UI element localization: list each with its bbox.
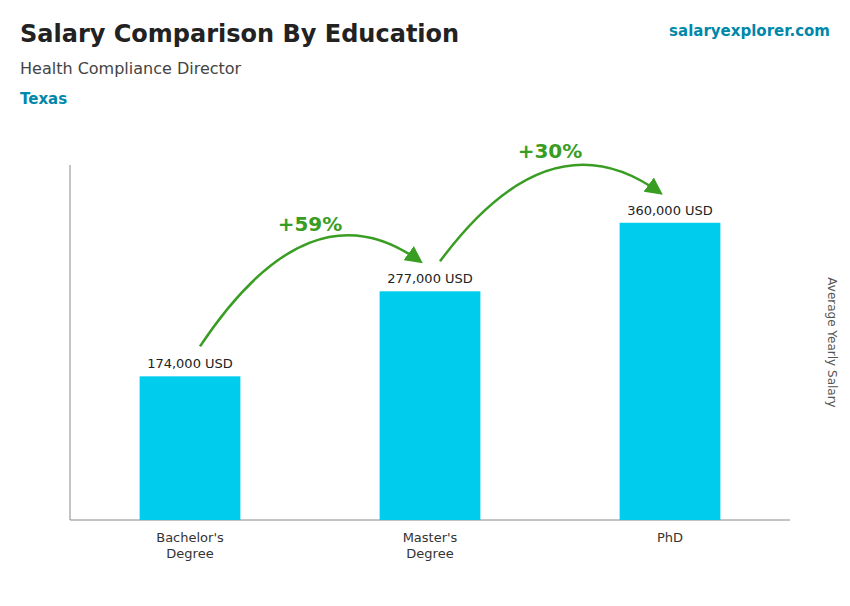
category-label-line: Degree [166, 546, 213, 561]
chart-container: Salary Comparison By Education Health Com… [0, 0, 850, 606]
growth-arrow [200, 235, 420, 346]
website: salaryexplorer.com [669, 22, 830, 40]
subtitle: Health Compliance Director [20, 59, 242, 78]
growth-label: +59% [278, 212, 343, 236]
bar [620, 223, 721, 520]
bar [140, 376, 241, 520]
bar [380, 291, 481, 520]
category-label-line: Master's [403, 530, 458, 545]
category-label-line: Bachelor's [156, 530, 224, 545]
category-label-line: Degree [406, 546, 453, 561]
category-label: Bachelor'sDegree [156, 530, 224, 561]
data-label: 360,000 USD [627, 203, 713, 218]
data-label: 174,000 USD [147, 356, 233, 371]
category-label-line: PhD [657, 530, 683, 545]
location: Texas [20, 90, 67, 108]
category-label: Master'sDegree [403, 530, 458, 561]
title: Salary Comparison By Education [20, 20, 459, 48]
bars [140, 223, 721, 520]
category-label: PhD [657, 530, 683, 545]
growth-arrow [440, 165, 660, 262]
chart-svg: Salary Comparison By Education Health Com… [0, 0, 850, 606]
y-axis-label: Average Yearly Salary [825, 277, 839, 407]
data-label: 277,000 USD [387, 271, 473, 286]
y-axis-line [70, 165, 71, 520]
growth-label: +30% [518, 139, 583, 163]
